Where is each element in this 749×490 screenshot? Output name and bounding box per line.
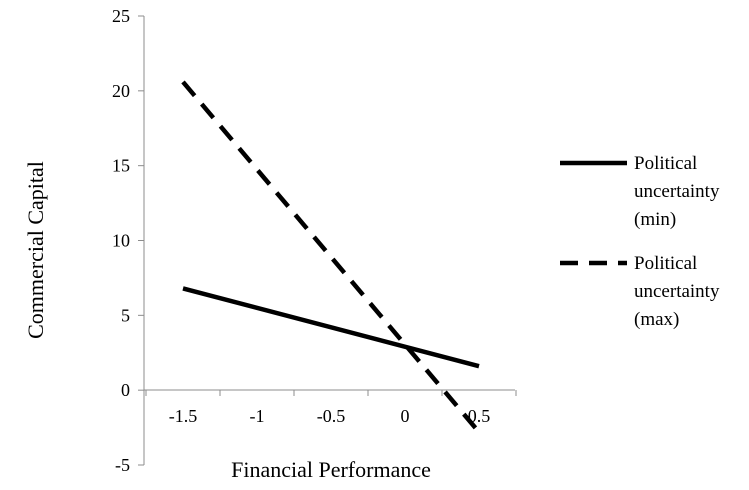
legend: Political uncertainty (min) Political uncert… bbox=[560, 153, 720, 330]
axes bbox=[143, 16, 515, 465]
y-tick-label: 5 bbox=[121, 305, 130, 325]
y-tick-label: 0 bbox=[121, 380, 130, 400]
y-tick-label: 25 bbox=[112, 6, 130, 26]
x-tick-label: -0.5 bbox=[317, 406, 346, 426]
legend-label: Political bbox=[634, 253, 697, 274]
x-tick-label: -1 bbox=[250, 406, 265, 426]
legend-label: uncertainty bbox=[634, 181, 720, 202]
x-axis-title: Financial Performance bbox=[231, 457, 431, 482]
y-ticks: -5 0 5 10 15 20 25 bbox=[112, 6, 144, 475]
x-tick-label: 0 bbox=[401, 406, 410, 426]
x-tick-label: 0.5 bbox=[468, 406, 491, 426]
x-ticks: -1.5 -1 -0.5 0 0.5 bbox=[145, 390, 517, 426]
y-tick-label: 20 bbox=[112, 81, 130, 101]
series-lines bbox=[181, 80, 481, 434]
y-tick-label: 15 bbox=[112, 156, 130, 176]
y-axis-title: Commercial Capital bbox=[23, 161, 48, 339]
y-tick-label: 10 bbox=[112, 231, 130, 251]
legend-label: Political bbox=[634, 153, 697, 174]
series-line-min bbox=[182, 286, 480, 369]
legend-label: uncertainty bbox=[634, 281, 720, 302]
x-tick-label: -1.5 bbox=[169, 406, 198, 426]
series-line-max bbox=[181, 80, 481, 434]
legend-label: (max) bbox=[634, 309, 679, 330]
legend-label: (min) bbox=[634, 209, 676, 230]
y-tick-label: -5 bbox=[115, 455, 130, 475]
